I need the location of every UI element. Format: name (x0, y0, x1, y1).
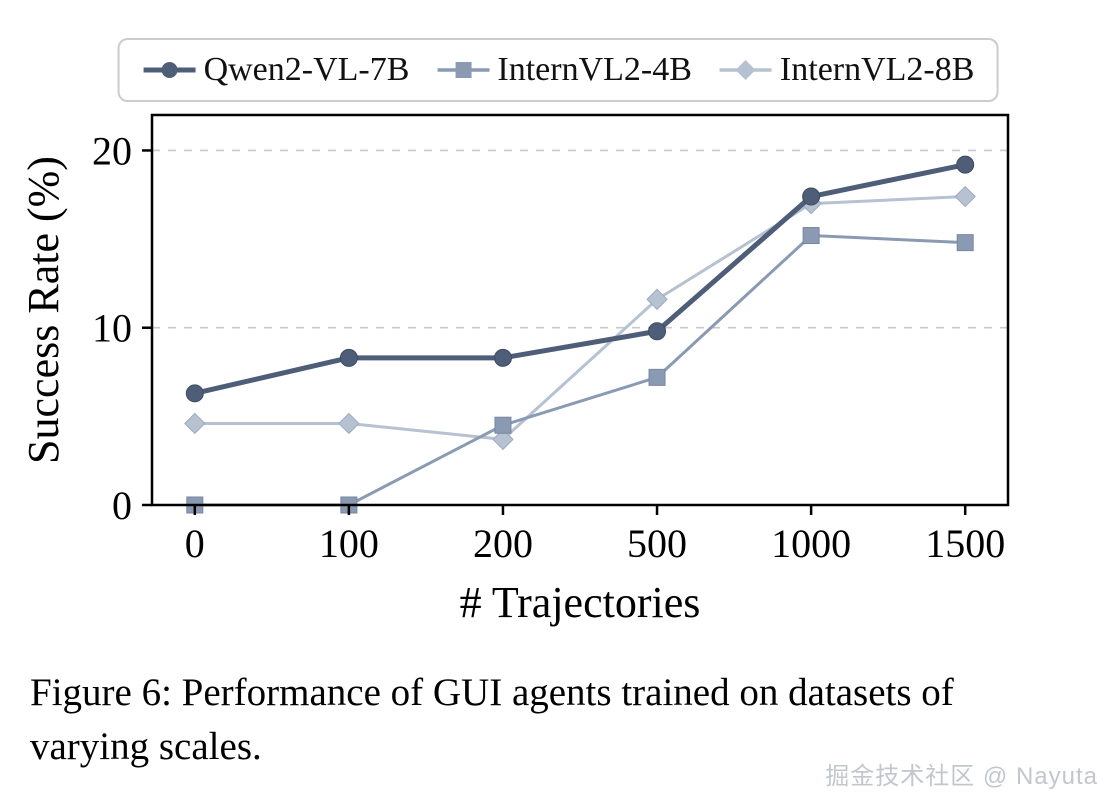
data-point (956, 234, 974, 252)
data-point (646, 288, 668, 311)
data-point (493, 348, 512, 367)
legend-item-qwen2-vl-7b: Qwen2-VL-7B (142, 51, 410, 89)
data-point (492, 428, 514, 451)
series-line-InternVL2-8B (193, 195, 967, 441)
legend-item-internvl2-8b: InternVL2-8B (718, 51, 975, 89)
data-point (802, 227, 820, 245)
chart-legend: Qwen2-VL-7B InternVL2-4B InternVL2-8B (117, 38, 999, 102)
data-point (648, 322, 667, 341)
circle-marker-icon (143, 62, 196, 78)
diamond-marker-icon (719, 60, 772, 80)
data-point (954, 185, 976, 208)
data-point (184, 412, 206, 435)
plot-border (150, 113, 1010, 507)
x-tick-label: 500 (627, 521, 687, 566)
x-tick-label: 1000 (771, 521, 851, 566)
square-marker-icon (437, 62, 490, 78)
y-tick-label: 20 (92, 128, 132, 173)
series-line-Qwen2-VL-7B (192, 162, 968, 396)
x-tick-label: 1500 (925, 521, 1005, 566)
legend-label: InternVL2-8B (779, 51, 975, 88)
data-point (956, 155, 975, 174)
y-tick-label: 0 (112, 483, 132, 528)
data-point (648, 368, 666, 386)
figure-caption: Figure 6: Performance of GUI agents trai… (30, 671, 954, 768)
y-tick-label: 10 (92, 306, 132, 351)
y-axis-label: Success Rate (%) (19, 156, 68, 464)
data-point (802, 187, 821, 206)
x-tick-label: 100 (319, 521, 379, 566)
legend-label: InternVL2-4B (497, 51, 692, 88)
data-point (494, 416, 512, 434)
data-point (339, 348, 358, 367)
x-tick-label: 200 (473, 521, 533, 566)
data-point (185, 384, 204, 403)
data-point (338, 412, 360, 435)
legend-label: Qwen2-VL-7B (203, 51, 410, 88)
x-axis-label: # Trajectories (460, 578, 701, 627)
legend-item-internvl2-4b: InternVL2-4B (435, 51, 692, 89)
watermark: 掘金技术社区 @ Nayuta (825, 763, 1098, 790)
x-tick-label: 0 (185, 521, 205, 566)
